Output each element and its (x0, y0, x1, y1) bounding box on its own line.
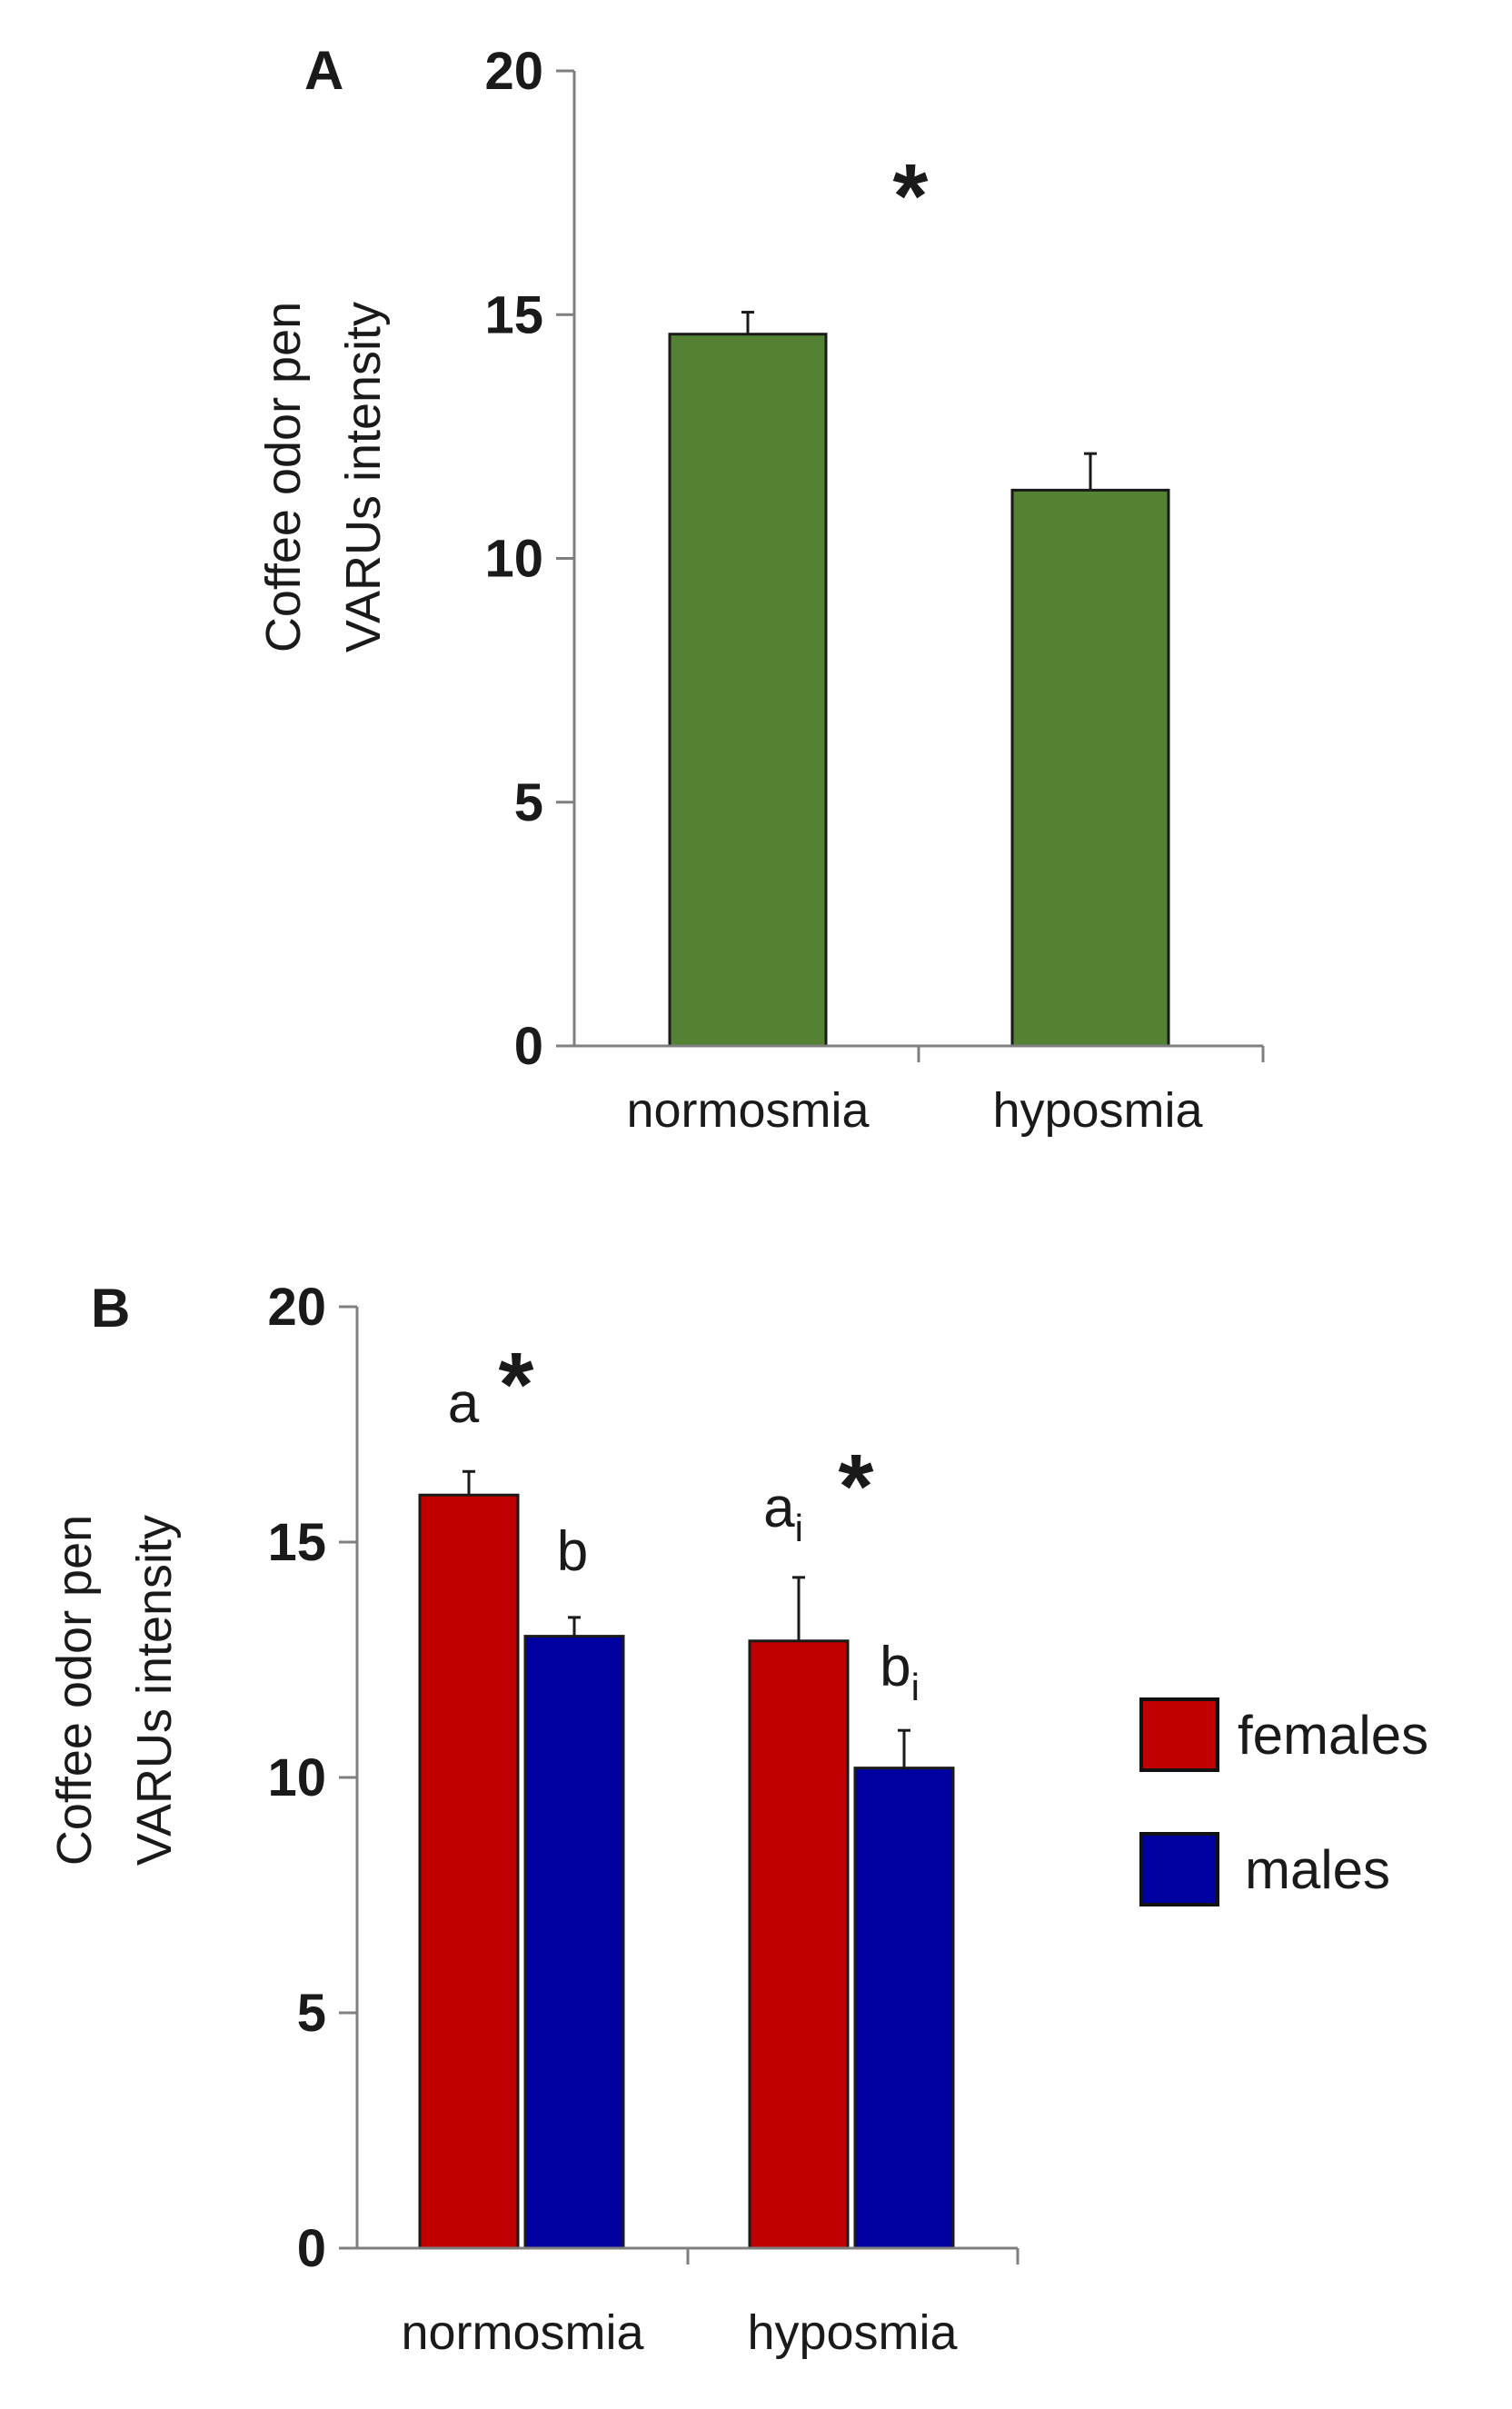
panel-b-label-females-hyposmia: ai (763, 1477, 803, 1549)
legend-label-males: males (1245, 1839, 1390, 1900)
panel-a-x-label-normosmia: normosmia (626, 1083, 870, 1138)
panel-a-bar-series-normosmia (668, 333, 828, 1048)
panel-b-label-females-normosmia: a (448, 1372, 480, 1435)
panel-b-legend: females males (1139, 1697, 1428, 1906)
panel-b-significance-star-hyposmia: * (839, 1436, 874, 1538)
panel-a-label: A (304, 40, 343, 101)
panel-a-y-tick-label: 20 (484, 42, 543, 101)
panel-b-label-males-hyposmia: bi (880, 1636, 920, 1708)
panel-a-significance-star: * (893, 145, 929, 247)
panel-a-axes (572, 71, 1265, 1062)
panel-a-ylabel-line1: Coffee odor pen (256, 302, 311, 652)
panel-b: B Coffee odor pen VARUs intensity 0 5 10 15… (47, 1278, 1428, 2360)
legend-swatch-females (1139, 1697, 1219, 1772)
panel-b-y-tick-label: 15 (267, 1513, 326, 1572)
panel-b-bar-males-normosmia (523, 1635, 625, 2250)
panel-a: A Coffee odor pen VARUs intensity 0 5 10 15… (256, 40, 1265, 1138)
panel-a-x-label-hyposmia: hyposmia (992, 1083, 1203, 1138)
panel-a-y-ticks: 0 5 10 15 20 (484, 42, 574, 1076)
panel-a-y-tick-label: 10 (484, 530, 543, 589)
panel-a-ylabel-line2: VARUs intensity (336, 302, 391, 652)
panel-a-y-tick-label: 5 (514, 773, 543, 832)
panel-b-bar-males-hyposmia (853, 1767, 955, 2250)
legend-swatch-males (1139, 1832, 1219, 1906)
panel-b-y-ticks: 0 5 10 15 20 (267, 1278, 357, 2278)
panel-b-y-tick-label: 20 (267, 1278, 326, 1337)
panel-b-y-tick-label: 10 (267, 1748, 326, 1807)
panel-b-bar-females-hyposmia (748, 1639, 850, 2250)
panel-b-label-males-normosmia: b (557, 1520, 588, 1583)
panel-b-bar-females-normosmia (418, 1493, 520, 2250)
panel-b-label-males-hyposmia-sub: i (911, 1666, 920, 1708)
panel-b-label-males-hyposmia-main: b (880, 1636, 910, 1698)
panel-b-x-label-normosmia: normosmia (401, 2305, 644, 2360)
panel-b-y-tick-label: 5 (297, 1984, 326, 2043)
panel-a-y-tick-label: 0 (514, 1017, 543, 1076)
panel-b-bars (418, 1469, 955, 2250)
panel-b-label-females-hyposmia-sub: i (795, 1507, 803, 1549)
panel-b-significance-star-normosmia: * (499, 1334, 534, 1436)
panel-a-y-tick-label: 15 (484, 285, 543, 344)
panel-b-ylabel-line2: VARUs intensity (127, 1515, 182, 1866)
legend-label-females: females (1238, 1705, 1428, 1766)
panel-b-y-axis-title: Coffee odor pen VARUs intensity (47, 1515, 182, 1866)
panel-b-x-label-hyposmia: hyposmia (747, 2305, 958, 2360)
panel-a-bars (668, 311, 1170, 1048)
panel-b-label: B (91, 1278, 130, 1339)
panel-b-ylabel-line1: Coffee odor pen (47, 1515, 102, 1866)
panel-a-bar-series-hyposmia (1010, 488, 1170, 1048)
panel-b-label-females-hyposmia-main: a (763, 1477, 795, 1539)
panel-a-y-axis-title: Coffee odor pen VARUs intensity (256, 302, 391, 652)
panel-b-y-tick-label: 0 (297, 2219, 326, 2278)
panel-b-axes (355, 1307, 1020, 2265)
